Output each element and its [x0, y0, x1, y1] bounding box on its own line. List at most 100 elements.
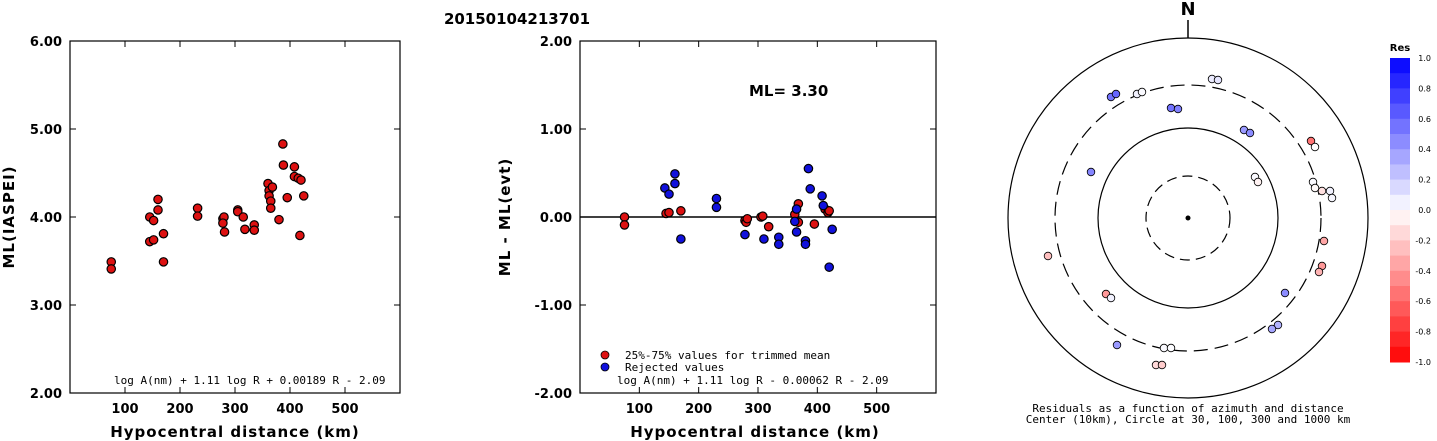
data-point: [278, 160, 289, 170]
data-point: [676, 234, 686, 244]
y-tick-label: 6.00: [30, 35, 62, 50]
residual-plot-points: [619, 163, 837, 272]
colorbar-tick-label: 0.4: [1418, 145, 1431, 154]
station-point: [1106, 293, 1116, 303]
residual-plot: 100 200 300 400 500 -2.00 -1.00 0.00 1.00 2.00 Hy…: [496, 35, 937, 441]
x-tick-label: 400: [276, 402, 303, 417]
magnitude-plot-ylabel: ML(IASPEI): [0, 165, 18, 268]
station-point: [1314, 267, 1324, 277]
data-point: [809, 219, 820, 229]
colorbar-tick-label: 0.8: [1418, 84, 1431, 93]
colorbar-cell: [1390, 134, 1410, 150]
colorbar-cell: [1390, 58, 1410, 74]
data-point: [282, 192, 293, 203]
data-point: [153, 205, 163, 215]
data-point: [759, 234, 769, 244]
circle-300km: [1054, 84, 1322, 352]
data-point: [289, 162, 300, 172]
data-point: [148, 235, 159, 245]
x-tick-label: 100: [626, 402, 653, 417]
data-point: [670, 178, 680, 189]
data-point: [757, 211, 768, 221]
colorbar-cell: [1390, 73, 1410, 89]
data-point: [664, 207, 674, 218]
station-point: [1310, 183, 1320, 193]
station-point: [1086, 167, 1096, 177]
data-point: [763, 221, 774, 232]
colorbar-ticks: 1.0 0.8 0.6 0.4 0.2 0.0 -0.2 -0.4 -0.6 -0.8 -1.0: [1415, 54, 1431, 367]
station-point: [1166, 343, 1176, 353]
legend-marker-trimmed: [600, 350, 610, 360]
x-tick-label: 500: [863, 402, 890, 417]
station-point: [1319, 236, 1329, 246]
data-point: [818, 200, 829, 211]
station-point: [1253, 177, 1263, 187]
data-point: [153, 194, 163, 205]
magnitude-plot-ticks: 100 200 300 400 500 2.00 3.00 4.00 5.00 6.00: [30, 35, 400, 417]
data-point: [773, 239, 784, 250]
data-point: [800, 239, 811, 250]
y-tick-label: 2.00: [30, 387, 62, 402]
data-point: [267, 182, 278, 192]
data-point: [791, 227, 802, 237]
colorbar-tick-label: 0.2: [1418, 176, 1431, 185]
station-point: [1137, 87, 1147, 97]
colorbar-tick-label: -0.2: [1415, 236, 1431, 245]
y-tick-label: 5.00: [30, 123, 62, 138]
residual-plot-ticks: 100 200 300 400 500 -2.00 -1.00 0.00 1.00 2.00: [535, 35, 936, 417]
data-point: [240, 224, 250, 235]
colorbar-cell: [1390, 149, 1410, 165]
legend-label-rejected: Rejected values: [625, 361, 724, 374]
data-point: [664, 189, 674, 199]
data-point: [295, 230, 305, 241]
data-point: [824, 262, 834, 272]
station-point: [1043, 251, 1053, 261]
magnitude-plot-formula: log A(nm) + 1.11 log R + 0.00189 R - 2.0…: [114, 374, 386, 387]
residual-plot-xlabel: Hypocentral distance (km): [630, 423, 880, 441]
legend-label-trimmed: 25%-75% values for trimmed mean: [625, 349, 830, 362]
station-point: [1280, 288, 1290, 298]
x-tick-label: 500: [331, 402, 358, 417]
data-point: [218, 218, 228, 228]
station-point: [1306, 136, 1316, 146]
colorbar-cell: [1390, 88, 1410, 105]
station-point: [1317, 186, 1327, 196]
data-point: [619, 220, 630, 230]
colorbar-cell: [1390, 240, 1410, 257]
circle-30km: [1145, 175, 1231, 261]
x-tick-label: 300: [744, 402, 771, 417]
residual-plot-ylabel: ML - ML(evt): [496, 158, 514, 276]
y-tick-label: 3.00: [30, 299, 62, 314]
azimuth-plot-points: [1043, 74, 1337, 370]
magnitude-plot-points: [106, 139, 309, 274]
x-tick-label: 200: [685, 402, 712, 417]
colorbar-cell: [1390, 270, 1410, 287]
data-point: [219, 227, 230, 237]
data-point: [742, 213, 753, 224]
colorbar-cell: [1390, 255, 1410, 272]
colorbar-cell: [1390, 301, 1410, 317]
station-point: [1159, 343, 1169, 353]
colorbar-tick-label: -0.8: [1415, 328, 1431, 337]
data-point: [619, 212, 630, 222]
colorbar-cell: [1390, 103, 1410, 120]
data-point: [238, 212, 249, 222]
y-tick-label: 4.00: [30, 211, 62, 226]
magnitude-plot-xlabel: Hypocentral distance (km): [110, 423, 360, 441]
station-point: [1245, 128, 1255, 138]
data-point: [298, 191, 309, 201]
station-point: [1111, 89, 1121, 99]
data-point: [791, 204, 802, 214]
data-point: [274, 214, 284, 225]
y-tick-label: -1.00: [535, 299, 572, 314]
station-point: [1267, 324, 1277, 334]
data-point: [148, 215, 159, 226]
station-point: [1173, 104, 1183, 114]
data-point: [676, 206, 686, 216]
y-tick-label: -2.00: [535, 387, 572, 402]
data-point: [817, 191, 827, 201]
y-tick-label: 2.00: [540, 35, 572, 50]
station-point: [1325, 186, 1335, 196]
circle-100km: [1097, 127, 1279, 309]
colorbar-tick-label: 0.6: [1418, 115, 1431, 124]
